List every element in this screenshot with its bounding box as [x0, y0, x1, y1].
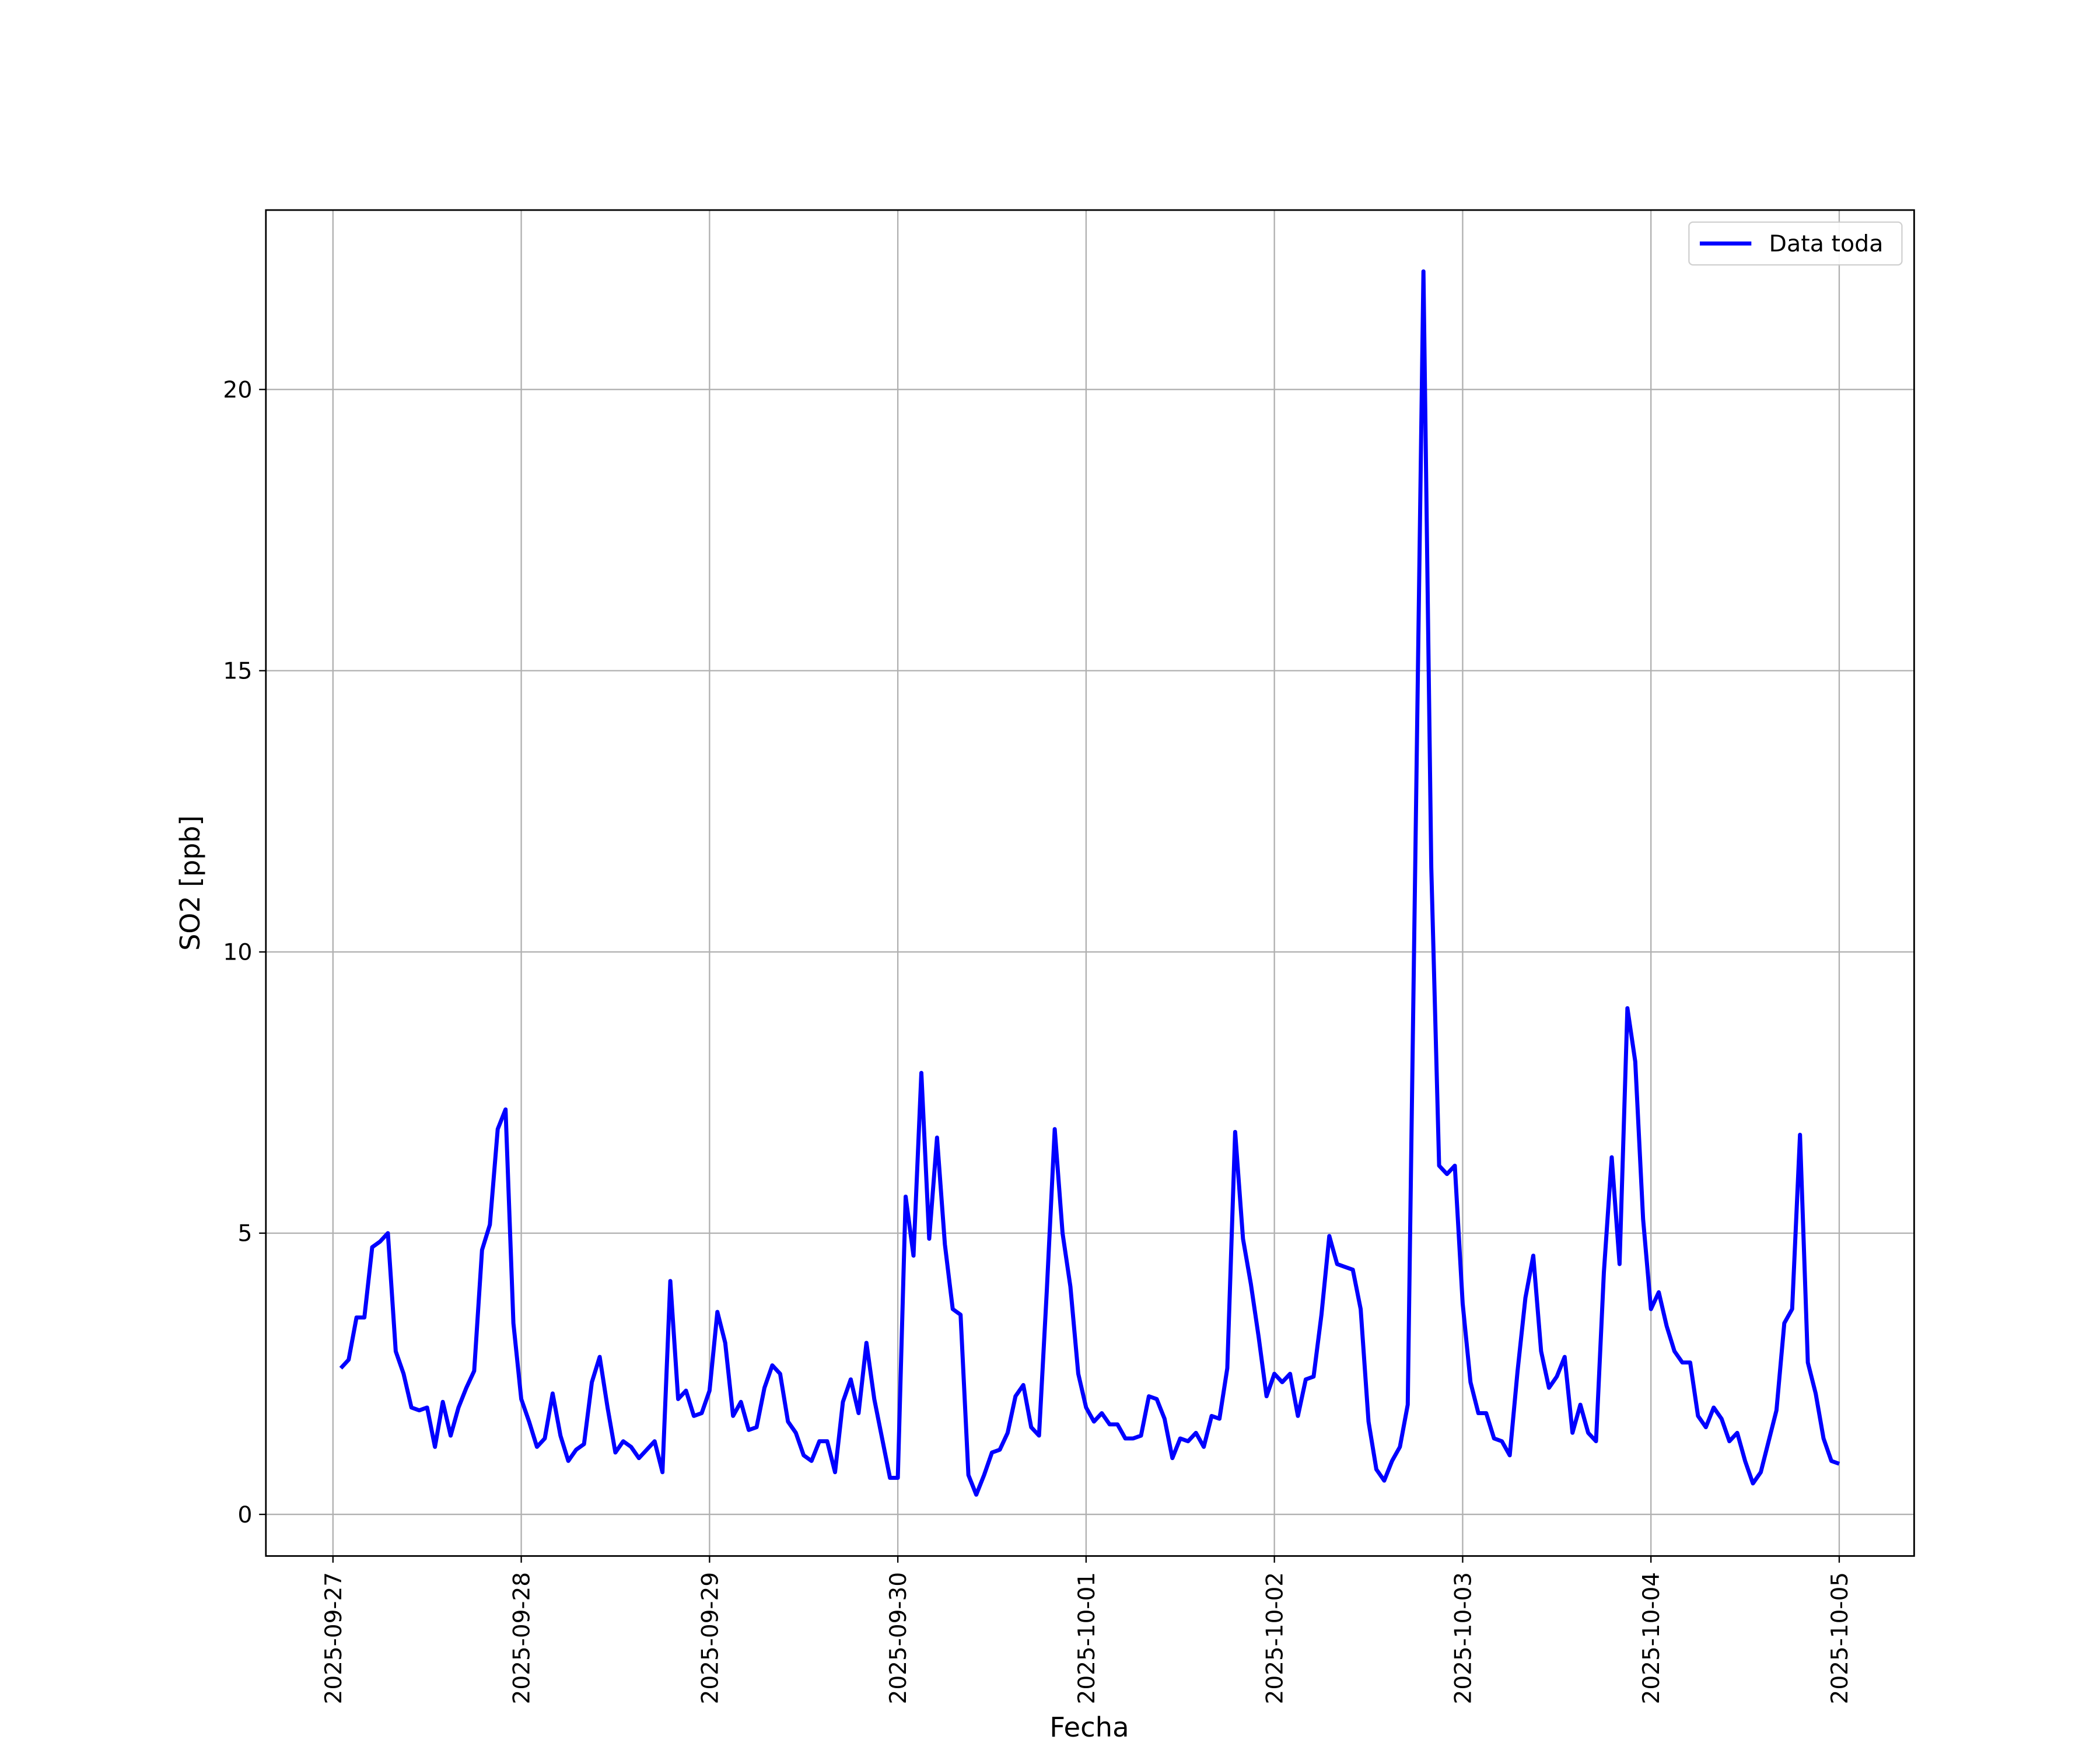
x-tick-label: 2025-10-04 — [1639, 1572, 1665, 1704]
legend-box — [1688, 221, 1903, 266]
x-tick-label: 2025-09-30 — [886, 1572, 912, 1704]
x-axis-label: Fecha — [1049, 1712, 1129, 1743]
legend: Data toda — [1688, 221, 1903, 266]
x-tick-label: 2025-09-28 — [509, 1572, 535, 1704]
x-tick-label: 2025-09-29 — [697, 1572, 723, 1704]
x-tick-label: 2025-09-27 — [321, 1572, 347, 1704]
x-tick-label: 2025-10-02 — [1262, 1572, 1288, 1704]
plot-area — [339, 269, 1840, 1497]
y-tick-label: 20 — [223, 377, 252, 404]
grid — [265, 210, 1915, 1556]
x-tick-label: 2025-10-05 — [1827, 1572, 1853, 1704]
x-tick-label: 2025-10-01 — [1074, 1572, 1100, 1704]
y-tick-label: 5 — [237, 1221, 252, 1247]
legend-label: Data toda — [1769, 231, 1884, 257]
data-line — [339, 269, 1840, 1497]
y-tick-label: 10 — [223, 940, 252, 966]
y-tick-label: 0 — [237, 1502, 252, 1528]
y-axis-label: SO2 [ppb] — [174, 816, 206, 951]
axes-frame — [265, 209, 1915, 1557]
x-tick-label: 2025-10-03 — [1450, 1572, 1476, 1704]
y-tick-label: 15 — [223, 659, 252, 685]
